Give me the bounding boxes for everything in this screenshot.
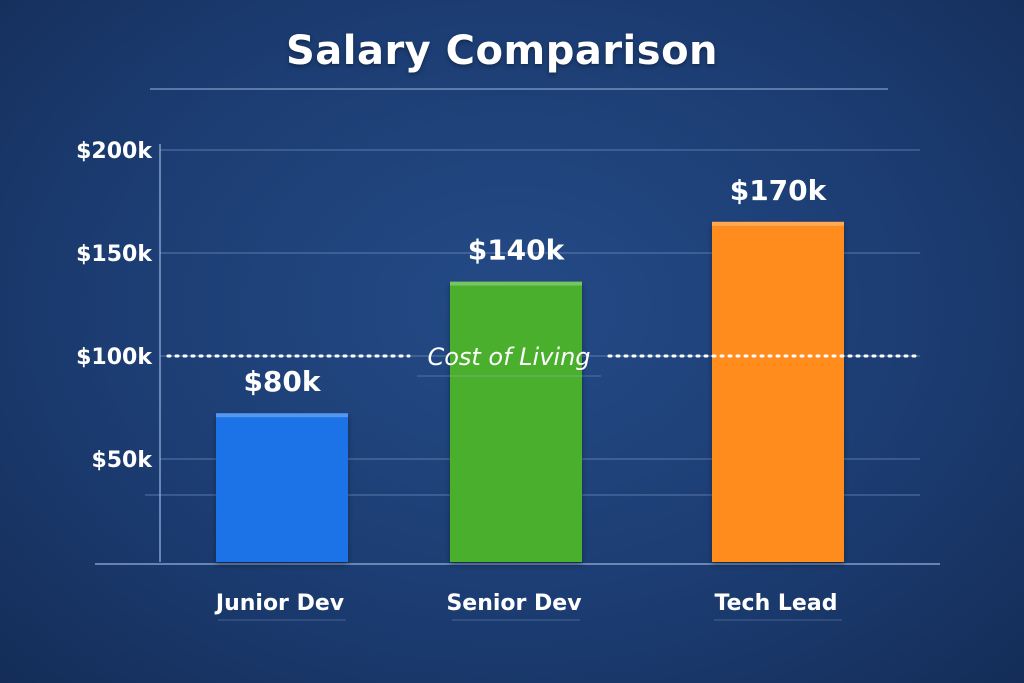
bar-highlight [712,221,844,226]
y-tick-label: $50k [91,448,153,473]
bar-junior-dev [216,413,348,562]
reference-line-group: Cost of Living [166,343,922,377]
chart-title: Salary Comparison [285,28,719,74]
data-label: $140k [468,234,566,267]
reference-line-label: Cost of Living [427,343,590,371]
bar-tech-lead [712,221,844,563]
title-divider [150,88,888,90]
labels: $50k $100k $150k $200k $80k Junior Dev $140k Se… [76,139,842,621]
y-tick-label: $150k [76,242,153,267]
x-category-label: Senior Dev [446,591,582,616]
bar-highlight [216,413,348,418]
x-category-label: Tech Lead [715,591,838,616]
bar-highlight [450,281,582,286]
bars [216,221,844,563]
y-tick-label: $200k [76,139,153,164]
data-label: $80k [243,365,321,398]
x-category-label: Junior Dev [214,591,345,616]
data-label: $170k [730,174,828,207]
bar-senior-dev [450,281,582,562]
axes [95,144,940,565]
y-tick-label: $100k [76,345,153,370]
